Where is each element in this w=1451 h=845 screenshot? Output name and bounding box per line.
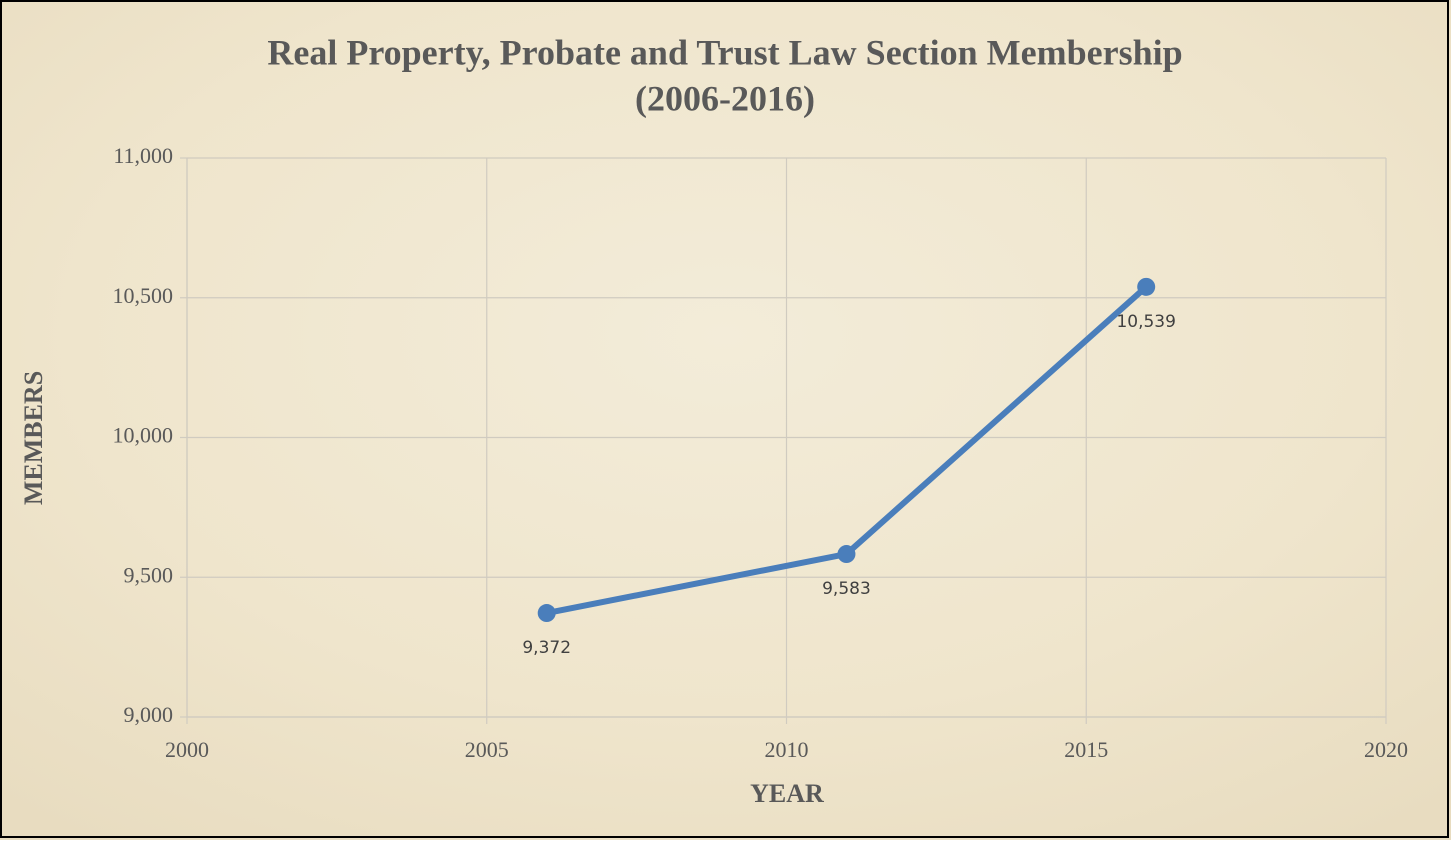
data-label: 9,583 [822, 579, 871, 599]
y-tick-label: 9,000 [124, 702, 174, 727]
data-point [837, 545, 855, 563]
x-tick-label: 2005 [465, 737, 509, 762]
x-tick-label: 2015 [1064, 737, 1108, 762]
chart-title: Real Property, Probate and Trust Law Sec… [267, 32, 1182, 72]
chart: Real Property, Probate and Trust Law Sec… [0, 0, 1451, 840]
data-label: 10,539 [1116, 312, 1175, 332]
y-tick-label: 10,500 [113, 283, 174, 308]
y-tick-label: 9,500 [124, 562, 174, 587]
x-tick-label: 2020 [1364, 737, 1408, 762]
x-tick-label: 2010 [765, 737, 809, 762]
y-tick-label: 10,000 [113, 423, 174, 448]
y-axis-label: MEMBERS [19, 371, 48, 505]
x-tick-label: 2000 [165, 737, 209, 762]
x-axis-label: YEAR [750, 779, 824, 808]
chart-title: (2006-2016) [635, 78, 815, 118]
y-tick-label: 11,000 [113, 143, 173, 168]
data-point [1137, 278, 1155, 296]
data-point [538, 604, 556, 622]
background [0, 0, 1451, 840]
data-label: 9,372 [522, 638, 571, 658]
